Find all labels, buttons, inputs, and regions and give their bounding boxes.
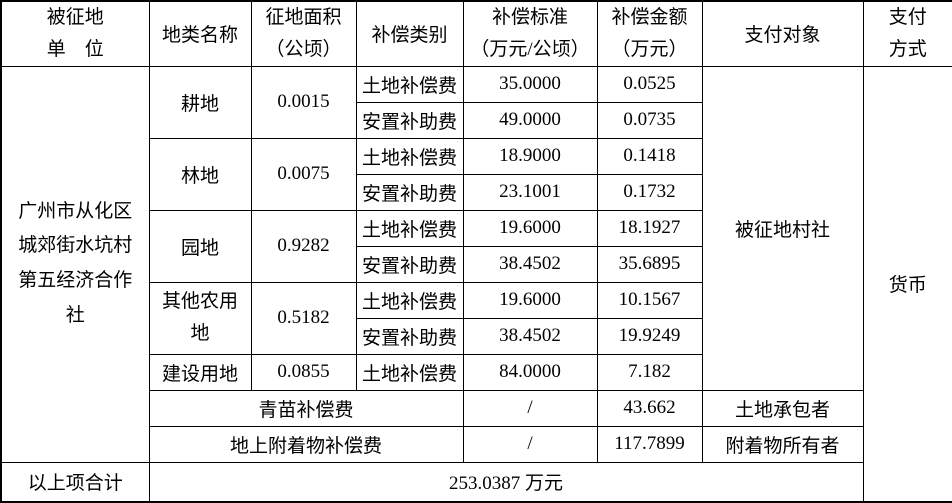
payee-cell: 土地承包者 — [701, 389, 864, 427]
area-cell: 0.5182 — [250, 281, 357, 355]
amount-cell: 18.1927 — [596, 209, 703, 247]
category-cell: 土地补偿费 — [355, 137, 464, 175]
special-label-cell: 地上附着物补偿费 — [148, 425, 464, 463]
table-row: 园地 0.9282 土地补偿费 19.6000 18.1927 — [1, 209, 952, 283]
standard-cell: 35.0000 — [462, 65, 598, 103]
table-row: 安置补助费 23.1001 0.1732 — [1, 173, 952, 211]
amount-cell: 0.0525 — [596, 65, 703, 103]
standard-cell: 38.4502 — [462, 317, 598, 355]
table-row: 建设用地 0.0855 土地补偿费 84.0000 7.182 — [1, 353, 952, 391]
table-row: 安置补助费 38.4502 35.6895 — [1, 245, 952, 283]
standard-cell: 49.0000 — [462, 101, 598, 139]
land-type-cell: 耕地 — [148, 65, 252, 139]
expropriated-unit-name: 广州市从化区 城郊街水坑村 第五经济合作 社 — [0, 65, 150, 463]
category-cell: 土地补偿费 — [355, 281, 464, 319]
standard-cell: / — [462, 389, 598, 427]
header-land-type: 地类名称 — [148, 0, 252, 67]
category-cell: 土地补偿费 — [355, 209, 464, 247]
special-label-cell: 青苗补偿费 — [148, 389, 464, 427]
header-compensation-category: 补偿类别 — [355, 0, 464, 67]
table-row: 安置补助费 49.0000 0.0735 — [1, 101, 952, 139]
area-cell: 0.0015 — [250, 65, 357, 139]
header-row: 被征地 单 位 地类名称 征地面积 （公顷） 补偿类别 补偿标准 （万元/公顷）… — [0, 0, 952, 67]
table-row-attachments-compensation: 地上附着物补偿费 / 117.7899 附着物所有者 — [1, 425, 952, 463]
header-payee: 支付对象 — [701, 0, 864, 67]
standard-cell: 84.0000 — [462, 353, 598, 391]
table-row-seedling-compensation: 青苗补偿费 / 43.662 土地承包者 — [1, 389, 952, 427]
header-expropriated-unit: 被征地 单 位 — [0, 0, 150, 67]
header-payment-method: 支付 方式 — [862, 0, 952, 67]
standard-cell: 19.6000 — [462, 281, 598, 319]
total-row: 以上项合计 253.0387 万元 — [0, 461, 952, 503]
amount-cell: 43.662 — [596, 389, 703, 427]
category-cell: 安置补助费 — [355, 317, 464, 355]
land-type-cell: 建设用地 — [148, 353, 252, 391]
standard-cell: 18.9000 — [462, 137, 598, 175]
total-label-cell: 以上项合计 — [0, 461, 150, 503]
standard-cell: 38.4502 — [462, 245, 598, 283]
total-value-cell: 253.0387 万元 — [148, 461, 864, 503]
table-row: 其他农用 地 0.5182 土地补偿费 19.6000 10.1567 — [1, 281, 952, 355]
category-cell: 土地补偿费 — [355, 353, 464, 391]
standard-cell: 23.1001 — [462, 173, 598, 211]
amount-cell: 117.7899 — [596, 425, 703, 463]
payee-cell: 被征地村社 — [701, 65, 864, 391]
amount-cell: 19.9249 — [596, 317, 703, 355]
table-row: 安置补助费 38.4502 19.9249 — [1, 317, 952, 355]
category-cell: 安置补助费 — [355, 101, 464, 139]
amount-cell: 10.1567 — [596, 281, 703, 319]
land-type-cell: 林地 — [148, 137, 252, 211]
amount-cell: 0.0735 — [596, 101, 703, 139]
standard-cell: / — [462, 425, 598, 463]
land-type-cell: 其他农用 地 — [148, 281, 252, 355]
header-compensation-amount: 补偿金额 （万元） — [596, 0, 703, 67]
amount-cell: 0.1732 — [596, 173, 703, 211]
table-row: 广州市从化区 城郊街水坑村 第五经济合作 社 耕地 0.0015 土地补偿费 3… — [0, 65, 952, 503]
standard-cell: 19.6000 — [462, 209, 598, 247]
land-type-cell: 园地 — [148, 209, 252, 283]
area-cell: 0.0075 — [250, 137, 357, 211]
header-compensation-standard: 补偿标准 （万元/公顷） — [462, 0, 598, 67]
category-cell: 土地补偿费 — [355, 65, 464, 103]
category-cell: 安置补助费 — [355, 245, 464, 283]
payee-cell: 附着物所有者 — [701, 425, 864, 463]
header-area: 征地面积 （公顷） — [250, 0, 357, 67]
table-row: 林地 0.0075 土地补偿费 18.9000 0.1418 — [1, 137, 952, 211]
area-cell: 0.0855 — [250, 353, 357, 391]
category-cell: 安置补助费 — [355, 173, 464, 211]
amount-cell: 35.6895 — [596, 245, 703, 283]
payment-method-cell: 货币 — [862, 65, 952, 503]
area-cell: 0.9282 — [250, 209, 357, 283]
amount-cell: 7.182 — [596, 353, 703, 391]
amount-cell: 0.1418 — [596, 137, 703, 175]
